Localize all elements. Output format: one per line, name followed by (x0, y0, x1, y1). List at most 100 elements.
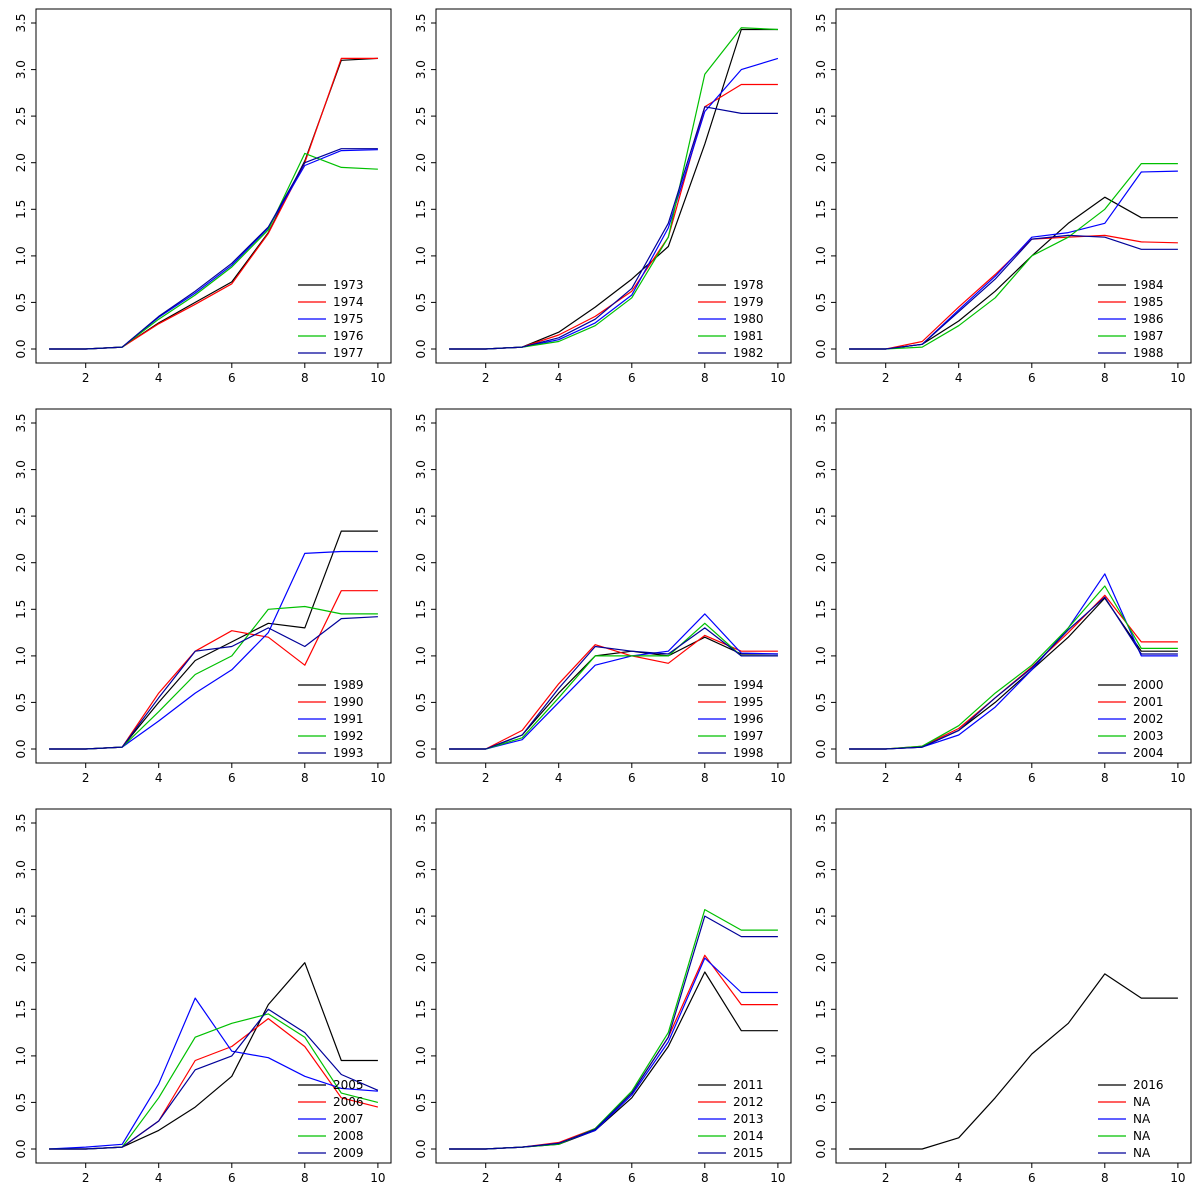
series-line-1995 (449, 634, 778, 750)
series-line-1985 (849, 234, 1178, 350)
chart-svg: 2 4 6 8 100.00.51.01.52.02.53.03.51973197419… (14, 8, 392, 385)
x-tick-label: 8 (701, 771, 709, 785)
legend: 1984 1985 1986 1987 1988 (1098, 278, 1164, 360)
series-line-1975 (49, 149, 378, 350)
chart-panel-2016: 2 4 6 8 10 0.0 0.5 1.0 1.5 2.0 2.5 3.0 3.5 2016 NA NA NA… (800, 800, 1200, 1200)
legend-label: 2014 (733, 1129, 764, 1143)
chart-panel-2011-2015: 2 4 6 8 10 0.0 0.5 1.0 1.5 2.0 2.5 3.0 3.5 2011 2012 20… (400, 800, 800, 1200)
x-tick-label: 8 (301, 771, 309, 785)
y-tick-label: 3.5 (814, 13, 828, 32)
y-tick-label: 1.0 (814, 246, 828, 265)
y-tick-label: 2.0 (414, 153, 428, 172)
y-tick-label: 0.5 (14, 693, 28, 712)
series-line-2009 (49, 1008, 379, 1150)
series-line-2002 (849, 573, 1178, 750)
legend-label: 2008 (333, 1129, 364, 1143)
y-tick-label: 2.5 (14, 107, 28, 126)
y-tick-label: 3.5 (814, 413, 828, 432)
legend-label: 2015 (733, 1146, 764, 1160)
series-line-1994 (449, 636, 778, 750)
y-tick-label: 3.0 (814, 60, 828, 79)
y-tick-label: 0.5 (14, 1093, 28, 1112)
y-tick-label: 0.5 (414, 693, 428, 712)
series-line-1977 (49, 148, 378, 350)
x-tick-label: 4 (555, 371, 563, 385)
series-line-1988 (849, 234, 1178, 350)
chart-panel-1984-1988: 2 4 6 8 10 0.0 0.5 1.0 1.5 2.0 2.5 3.0 3.5 1984 1985 19… (800, 0, 1200, 400)
y-tick-label: 0.0 (814, 1139, 828, 1158)
x-tick-label: 4 (555, 1171, 563, 1185)
series-line-1991 (49, 550, 378, 750)
legend: 2000 2001 2002 2003 2004 (1098, 678, 1164, 760)
plot-box (35, 8, 392, 364)
y-tick-label: 1.5 (414, 200, 428, 219)
plot-box (835, 408, 1192, 764)
chart-svg: 2 4 6 8 100.00.51.01.52.02.53.03.51994199519… (414, 408, 792, 785)
legend-label: 1976 (333, 329, 364, 343)
y-tick-label: 0.0 (414, 1139, 428, 1158)
chart-svg: 2 4 6 8 100.00.51.01.52.02.53.03.52000200120… (814, 408, 1192, 785)
x-tick-label: 10 (1170, 771, 1185, 785)
x-tick-label: 8 (1101, 371, 1109, 385)
x-tick-label: 2 (482, 1171, 490, 1185)
y-tick-label: 3.5 (14, 13, 28, 32)
y-tick-label: 2.5 (14, 907, 28, 926)
legend-label: 1988 (1133, 346, 1164, 360)
x-tick-label: 2 (82, 1171, 90, 1185)
chart-svg: 2 4 6 8 100.00.51.01.52.02.53.03.52011201220… (414, 808, 792, 1185)
x-tick-label: 4 (955, 771, 963, 785)
y-tick-label: 0.5 (814, 1093, 828, 1112)
y-tick-label: 1.0 (14, 646, 28, 665)
y-tick-label: 2.0 (814, 953, 828, 972)
y-tick-label: 3.5 (14, 413, 28, 432)
legend: 1989 1990 1991 1992 1993 (298, 678, 364, 760)
x-tick-label: 10 (1170, 1171, 1185, 1185)
y-tick-label: 0.5 (414, 1093, 428, 1112)
series-line-2012 (449, 954, 778, 1150)
legend-label: 1992 (333, 729, 364, 743)
y-tick-label: 1.0 (14, 246, 28, 265)
legend: 1978 1979 1980 1981 1982 (698, 278, 764, 360)
legend-label: 1978 (733, 278, 764, 292)
series-line-1990 (49, 590, 378, 750)
x-tick-label: 6 (628, 371, 636, 385)
series-line-1987 (849, 163, 1178, 350)
series-line-1976 (49, 152, 378, 350)
legend-label: NA (1133, 1095, 1151, 1109)
x-tick-label: 4 (555, 771, 563, 785)
legend-label: 1989 (333, 678, 364, 692)
legend-label: 1985 (1133, 295, 1164, 309)
plot-box (835, 808, 1192, 1164)
y-tick-label: 2.5 (814, 107, 828, 126)
x-tick-label: 8 (301, 371, 309, 385)
legend-label: 1990 (333, 695, 364, 709)
x-tick-label: 10 (1170, 371, 1185, 385)
x-tick-label: 6 (1028, 371, 1036, 385)
legend-label: 1980 (733, 312, 764, 326)
chart-svg: 2 4 6 8 10 0.0 0.5 1.0 1.5 2.0 2.5 3.0 3.5 2016 NA NA NA… (814, 808, 1192, 1185)
legend-label: 2005 (333, 1078, 364, 1092)
series-line-1996 (449, 613, 778, 750)
series-line-1974 (49, 57, 378, 350)
x-tick-label: 4 (155, 771, 163, 785)
x-tick-label: 8 (701, 371, 709, 385)
legend-label: 1975 (333, 312, 364, 326)
y-tick-label: 0.0 (814, 739, 828, 758)
y-tick-label: 1.5 (814, 200, 828, 219)
y-tick-label: 0.0 (14, 339, 28, 358)
series-line-1984 (849, 196, 1178, 350)
y-tick-label: 0.0 (14, 1139, 28, 1158)
x-tick-label: 2 (882, 371, 890, 385)
y-tick-label: 2.0 (14, 153, 28, 172)
legend-label: 2013 (733, 1112, 764, 1126)
y-tick-label: 3.0 (14, 60, 28, 79)
y-tick-label: 2.5 (14, 507, 28, 526)
plot-box (35, 408, 392, 764)
y-tick-label: 0.0 (814, 339, 828, 358)
legend-label: 1997 (733, 729, 764, 743)
y-tick-label: 1.0 (414, 1046, 428, 1065)
legend-label: 2006 (333, 1095, 364, 1109)
legend: 1994 1995 1996 1997 1998 (698, 678, 764, 760)
y-tick-label: 2.5 (814, 907, 828, 926)
